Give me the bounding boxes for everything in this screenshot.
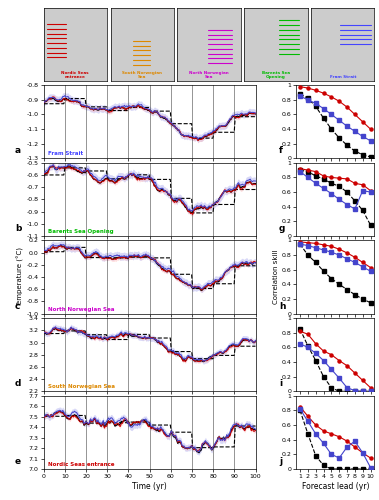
Text: g: g — [279, 224, 285, 233]
Text: b: b — [15, 224, 21, 233]
Text: a: a — [15, 146, 21, 156]
Text: h: h — [279, 302, 285, 311]
Text: i: i — [279, 380, 282, 388]
Text: d: d — [15, 380, 21, 388]
Text: Fram Strait: Fram Strait — [48, 151, 83, 156]
Y-axis label: Temperature (°C): Temperature (°C) — [17, 247, 24, 307]
Text: Barents Sea Opening: Barents Sea Opening — [48, 229, 113, 234]
X-axis label: Forecast lead (yr): Forecast lead (yr) — [302, 482, 369, 490]
Text: Barents Sea
Opening: Barents Sea Opening — [262, 71, 290, 80]
Text: North Norwegian
Sea: North Norwegian Sea — [189, 71, 229, 80]
Text: North Norwegian Sea: North Norwegian Sea — [48, 306, 114, 312]
Text: f: f — [279, 146, 283, 156]
Text: Nordic Seas entrance: Nordic Seas entrance — [48, 462, 114, 467]
Text: e: e — [15, 457, 21, 466]
Text: j: j — [279, 457, 282, 466]
Text: c: c — [15, 302, 20, 311]
Y-axis label: Correlation skill: Correlation skill — [273, 250, 279, 304]
Text: Fram Strait: Fram Strait — [330, 76, 356, 80]
Text: Nordic Seas
entrance: Nordic Seas entrance — [61, 71, 89, 80]
X-axis label: Time (yr): Time (yr) — [132, 482, 167, 490]
Text: South Norwegian Sea: South Norwegian Sea — [48, 384, 115, 389]
Text: South Norwegian
Sea: South Norwegian Sea — [122, 71, 162, 80]
